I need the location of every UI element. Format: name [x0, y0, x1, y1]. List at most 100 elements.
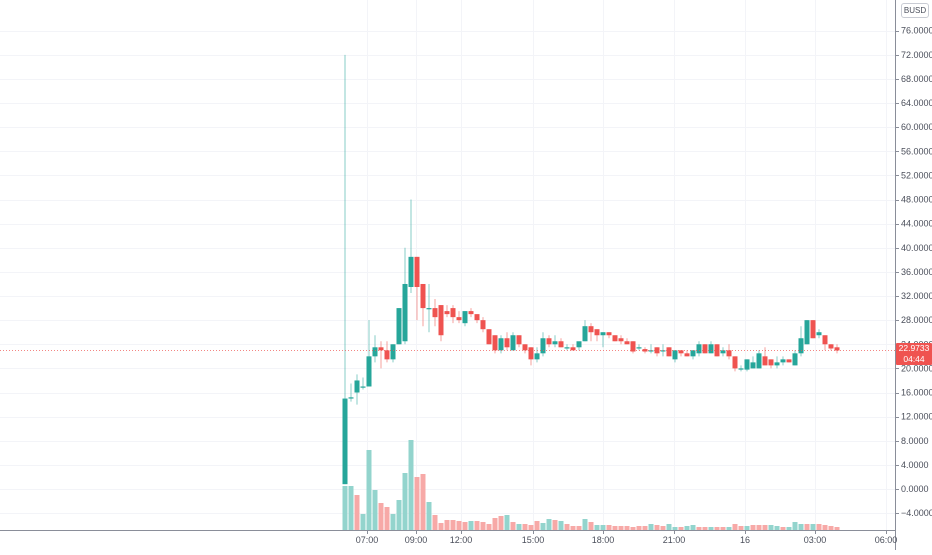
volume-bar — [456, 521, 462, 530]
volume-bars — [342, 440, 840, 530]
volume-bar — [510, 522, 516, 530]
volume-bar — [420, 474, 426, 530]
candle — [678, 350, 684, 357]
candle — [408, 199, 414, 294]
volume-bar — [390, 514, 396, 530]
time-tick-label: 07:00 — [356, 535, 379, 545]
price-tick-label: 16.0000 — [901, 388, 932, 398]
time-tick-label: 15:00 — [522, 535, 545, 545]
candle — [600, 332, 606, 348]
candle — [768, 359, 774, 369]
price-tick-label: 76.0000 — [901, 26, 932, 36]
volume-bar — [630, 527, 636, 530]
candle — [372, 335, 378, 363]
volume-bar — [600, 525, 606, 530]
candle — [342, 54, 348, 485]
candle — [792, 350, 798, 366]
candle — [438, 305, 444, 342]
candle — [486, 329, 492, 345]
price-tick-label: 52.0000 — [901, 170, 932, 180]
volume-bar — [618, 526, 624, 530]
candle — [612, 335, 618, 342]
volume-bar — [372, 490, 378, 530]
volume-bar — [378, 503, 384, 530]
candle — [384, 341, 390, 363]
volume-bar — [660, 526, 666, 530]
volume-bar — [702, 527, 708, 530]
volume-bar — [612, 526, 618, 530]
price-tick-label: 4.0000 — [901, 460, 929, 470]
time-tick-label: 21:00 — [663, 535, 686, 545]
volume-bar — [486, 524, 492, 530]
volume-bar — [426, 502, 432, 530]
price-tick-label: 32.0000 — [901, 291, 932, 301]
volume-bar — [552, 520, 558, 530]
candle — [696, 341, 702, 357]
volume-bar — [816, 524, 822, 530]
candle — [378, 341, 384, 369]
volume-bar — [684, 526, 690, 530]
volume-bar — [582, 519, 588, 530]
candle — [510, 332, 516, 351]
candle — [546, 335, 552, 348]
volume-bar — [642, 526, 648, 530]
price-tick-label: 20.0000 — [901, 363, 932, 373]
candle — [756, 350, 762, 369]
volume-bar — [402, 473, 408, 530]
price-tick-label: 72.0000 — [901, 50, 932, 60]
volume-bar — [708, 527, 714, 530]
volume-bar — [774, 526, 780, 530]
volume-bar — [624, 526, 630, 530]
time-tick-label: 16 — [740, 535, 750, 545]
time-scale[interactable]: 07:00 09:00 12:00 15:00 18:00 21:00 16 03:00 06:… — [356, 530, 898, 545]
candle — [480, 317, 486, 333]
candle — [744, 359, 750, 372]
volume-bar — [414, 477, 420, 530]
candle — [666, 347, 672, 357]
price-tick-label: 40.0000 — [901, 243, 932, 253]
price-tick-label: 44.0000 — [901, 219, 932, 229]
candle — [348, 383, 354, 402]
volume-bar — [606, 525, 612, 530]
price-tick-label: 8.0000 — [901, 436, 929, 446]
volume-bar — [798, 524, 804, 530]
volume-bar — [768, 525, 774, 530]
candle — [444, 305, 450, 318]
volume-bar — [672, 527, 678, 530]
volume-bar — [828, 526, 834, 530]
volume-bar — [762, 525, 768, 530]
price-tick-label: 36.0000 — [901, 267, 932, 277]
volume-bar — [546, 519, 552, 530]
last-price-value: 22.9733 — [898, 343, 930, 353]
volume-bar — [450, 520, 456, 530]
volume-bar — [594, 525, 600, 530]
volume-bar — [348, 486, 354, 530]
volume-bar — [570, 526, 576, 530]
candle — [672, 350, 678, 363]
candle — [774, 356, 780, 369]
volume-bar — [648, 524, 654, 530]
time-tick-label: 18:00 — [592, 535, 615, 545]
candle — [834, 344, 840, 354]
price-candles — [342, 54, 840, 485]
price-tick-label: 48.0000 — [901, 195, 932, 205]
price-scale[interactable]: 76.0000 72.0000 68.0000 64.0000 60.0000 56.00… — [895, 26, 932, 518]
volume-bar — [522, 524, 528, 530]
price-tick-label: 28.0000 — [901, 315, 932, 325]
price-tick-label: 64.0000 — [901, 98, 932, 108]
volume-bar — [444, 520, 450, 530]
candle — [360, 377, 366, 390]
candle — [456, 311, 462, 324]
candle — [552, 335, 558, 348]
candle — [516, 335, 522, 348]
volume-bar — [354, 495, 360, 530]
currency-badge[interactable]: BUSD — [901, 3, 929, 18]
candle — [822, 335, 828, 351]
volume-bar — [744, 526, 750, 530]
volume-bar — [696, 527, 702, 530]
volume-bar — [678, 527, 684, 530]
volume-bar — [462, 522, 468, 530]
candle — [690, 350, 696, 360]
